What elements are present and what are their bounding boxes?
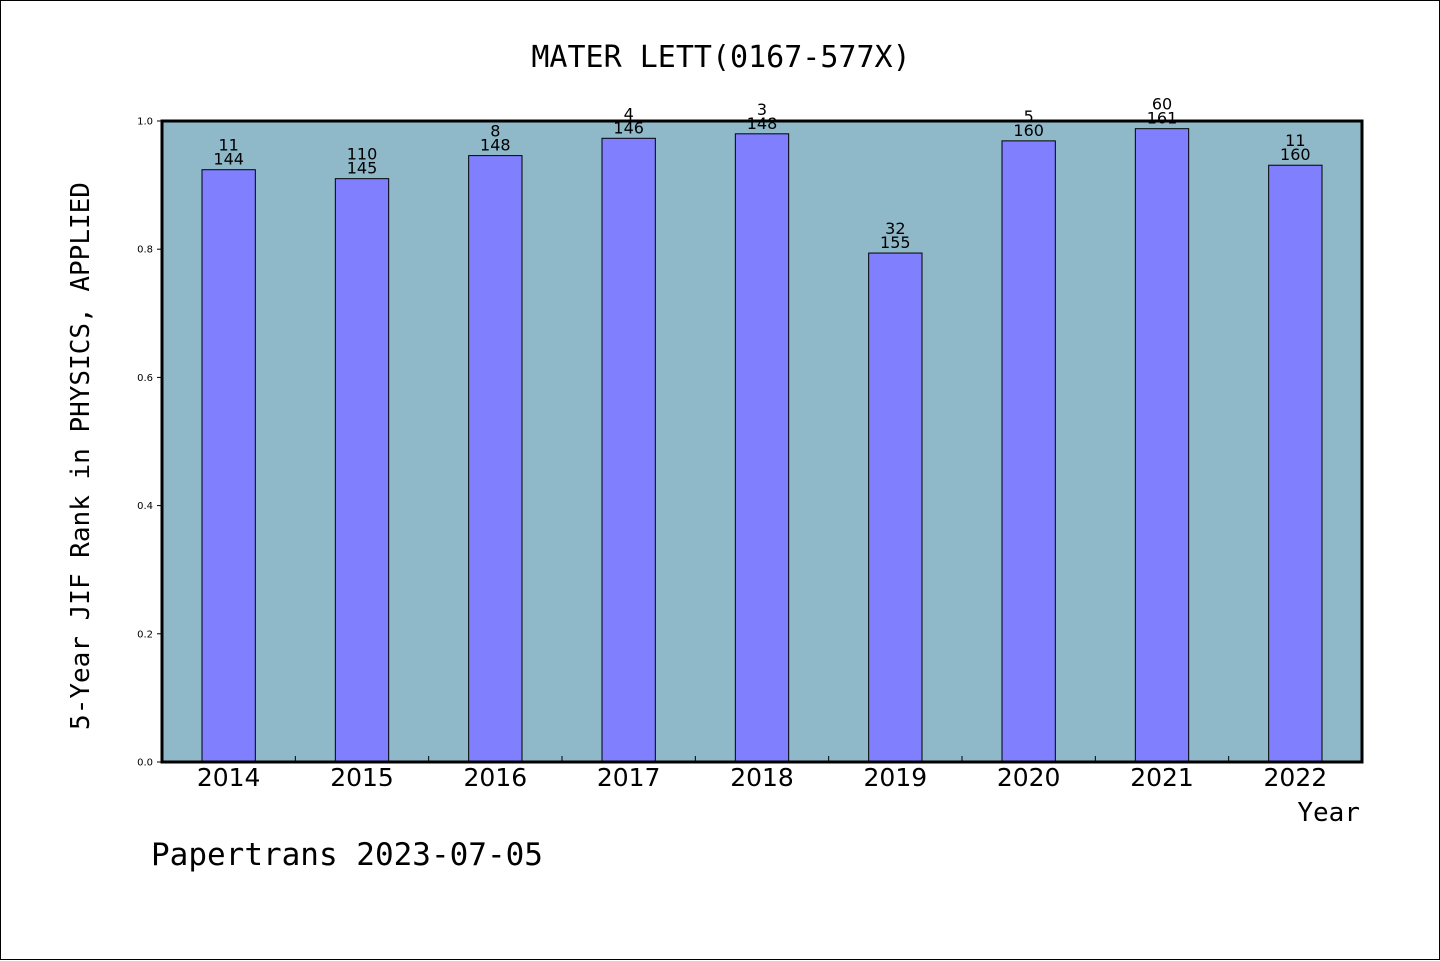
x-tick-label: 2015 — [330, 763, 394, 792]
y-axis: 0.0 0.2 0.4 0.6 0.8 1.0 — [137, 117, 162, 769]
x-tick-label: 2016 — [464, 763, 528, 792]
x-axis: 2014 2015 2016 2017 2018 2019 2020 2021 2022 — [197, 756, 1327, 792]
y-tick-label: 0.8 — [137, 245, 153, 256]
footer-source-date: Papertrans 2023-07-05 — [151, 837, 543, 873]
y-axis-label: 5-Year JIF Rank in PHYSICS, APPLIED — [66, 182, 96, 730]
bar-rank-label: 32 — [885, 219, 905, 238]
y-tick-label: 0.4 — [137, 501, 153, 512]
bar-rank-label: 60 — [1152, 95, 1172, 114]
bar-2018 — [734, 133, 790, 763]
bar-total-label: 145 — [347, 159, 378, 178]
x-axis-label: Year — [1297, 798, 1360, 828]
bar-total-label: 146 — [613, 118, 644, 137]
bar-2017 — [601, 137, 656, 763]
bar-2020 — [1001, 140, 1056, 763]
bar-2021 — [1134, 128, 1190, 763]
bar-rank-label: 8 — [490, 122, 500, 141]
bar-2014 — [201, 169, 256, 763]
y-tick-label: 0.2 — [137, 629, 153, 640]
bar-rank-label: 11 — [1285, 131, 1305, 150]
bar-2022 — [1268, 164, 1323, 763]
bar-total-label: 148 — [480, 136, 511, 155]
bar-rank-label: 3 — [757, 100, 767, 119]
bar-rank-label: 110 — [347, 145, 378, 164]
x-tick-label: 2022 — [1264, 763, 1328, 792]
bar-total-label: 155 — [880, 233, 911, 252]
bar-total-label: 148 — [747, 114, 778, 133]
bar-rank-label: 4 — [624, 104, 634, 123]
y-tick-label: 0.0 — [137, 758, 153, 769]
bar-rank-label: 5 — [1024, 107, 1034, 126]
bar-rank-label: 11 — [218, 136, 238, 155]
bar-2019 — [868, 252, 923, 763]
plot-border — [160, 119, 1364, 764]
x-tick-label: 2020 — [997, 763, 1061, 792]
x-tick-label: 2018 — [730, 763, 794, 792]
bar-total-label: 161 — [1147, 109, 1178, 128]
bar-total-label: 160 — [1013, 121, 1044, 140]
bar-2015 — [334, 178, 390, 763]
x-tick-label: 2021 — [1130, 763, 1194, 792]
x-tick-label: 2014 — [197, 763, 261, 792]
bar-total-label: 144 — [213, 150, 244, 169]
chart-title: MATER LETT(0167-577X) — [531, 40, 910, 75]
bar-total-label: 160 — [1280, 145, 1311, 164]
x-tick-label: 2017 — [597, 763, 661, 792]
y-tick-label: 1.0 — [137, 117, 153, 128]
y-tick-label: 0.6 — [137, 373, 153, 384]
bar-2016 — [468, 155, 523, 763]
x-tick-label: 2019 — [864, 763, 928, 792]
